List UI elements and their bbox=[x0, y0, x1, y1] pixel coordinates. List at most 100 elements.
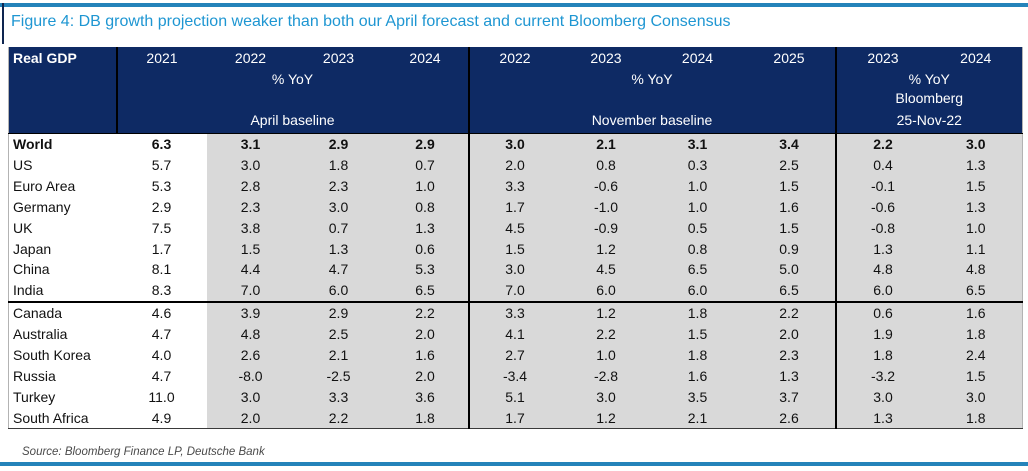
cell-november-2: 6.5 bbox=[651, 259, 744, 280]
cell-april-1: 2.3 bbox=[206, 196, 295, 218]
cell-november-3: 1.5 bbox=[743, 217, 836, 239]
cell-april-2: 4.7 bbox=[294, 259, 383, 280]
cell-april-3: 5.3 bbox=[382, 259, 469, 280]
cell-november-3: 3.7 bbox=[743, 386, 836, 408]
cell-november-1: 1.0 bbox=[560, 344, 652, 366]
cell-bloomberg-1: 1.3 bbox=[929, 196, 1023, 218]
table-header: Real GDP 2021 2022 2023 2024 2022 2023 2… bbox=[8, 47, 1023, 134]
cell-november-1: 4.5 bbox=[560, 259, 652, 280]
cell-november-0: 3.3 bbox=[467, 300, 561, 324]
cell-april-0: 11.0 bbox=[148, 389, 175, 406]
unit-november: % YoY bbox=[467, 69, 836, 88]
cell-bloomberg-1: 1.6 bbox=[929, 300, 1023, 324]
cell-april-3: 3.6 bbox=[382, 386, 469, 408]
cell-november-3: 6.5 bbox=[743, 279, 836, 302]
cell-november-2: 3.1 bbox=[651, 133, 744, 155]
cell-bloomberg-1: 2.4 bbox=[929, 344, 1023, 366]
header-sub-row: Bloomberg bbox=[9, 88, 1023, 107]
unit-bloomberg: % YoY bbox=[834, 69, 1023, 88]
cell-april-1: 4.4 bbox=[206, 259, 295, 280]
table-row: Turkey 11.0 3.0 3.3 3.6 5.1 3.0 3.5 3.7 3.0 3.0 bbox=[9, 386, 1023, 408]
country-label: India bbox=[13, 282, 44, 299]
country-label: US bbox=[13, 156, 33, 173]
cell-november-0: 3.0 bbox=[467, 259, 561, 280]
cell-april-0: 4.9 bbox=[116, 407, 207, 430]
country-label: South Africa bbox=[8, 407, 117, 430]
cell-april-0: 5.7 bbox=[151, 156, 172, 173]
year-april-2023: 2023 bbox=[322, 50, 355, 66]
cell-april-0: 5.3 bbox=[151, 177, 172, 194]
source-note: Source: Bloomberg Finance LP, Deutsche B… bbox=[22, 446, 265, 458]
cell-april-1: 2.6 bbox=[206, 344, 295, 366]
cell-november-1: -0.6 bbox=[560, 175, 652, 197]
country-label: Australia bbox=[13, 326, 68, 343]
cell-april-3: 1.6 bbox=[382, 344, 469, 366]
cell-april-3: 1.0 bbox=[382, 175, 469, 197]
cell-bloomberg-1: 1.5 bbox=[929, 175, 1023, 197]
gdp-table: Real GDP 2021 2022 2023 2024 2022 2023 2… bbox=[8, 47, 1023, 430]
cell-november-2: 1.5 bbox=[651, 323, 744, 345]
cell-april-1: -8.0 bbox=[206, 365, 295, 387]
sub-april bbox=[117, 88, 469, 107]
cell-april-2: 0.7 bbox=[294, 217, 383, 239]
cell-bloomberg-0: -0.1 bbox=[834, 175, 930, 197]
cell-november-1: -1.0 bbox=[560, 196, 652, 218]
table-row: UK 7.5 3.8 0.7 1.3 4.5 -0.9 0.5 1.5 -0.8 1.0 bbox=[9, 217, 1023, 239]
country-label: World bbox=[13, 135, 53, 152]
cell-november-2: 0.5 bbox=[651, 217, 744, 239]
cell-bloomberg-0: -0.6 bbox=[834, 196, 930, 218]
cell-bloomberg-0: 2.2 bbox=[834, 133, 930, 155]
cell-bloomberg-1: 1.0 bbox=[929, 217, 1023, 239]
cell-bloomberg-0: 1.3 bbox=[834, 238, 930, 260]
year-november-2023: 2023 bbox=[590, 50, 622, 66]
country-label: China bbox=[13, 261, 50, 278]
year-november-2024: 2024 bbox=[681, 50, 714, 66]
cell-april-1: 2.8 bbox=[206, 175, 295, 197]
cell-april-3: 2.2 bbox=[382, 300, 469, 324]
cell-april-3: 0.8 bbox=[382, 196, 469, 218]
sub-bloomberg: Bloomberg bbox=[834, 88, 1023, 107]
label-april-baseline: April baseline bbox=[116, 107, 469, 134]
country-label: Canada bbox=[8, 300, 117, 324]
cell-november-2: 3.5 bbox=[651, 386, 744, 408]
cell-april-1: 3.1 bbox=[206, 133, 295, 155]
table-row: Germany 2.9 2.3 3.0 0.8 1.7 -1.0 1.0 1.6 -0.6 1.3 bbox=[9, 196, 1023, 218]
cell-november-3: 1.6 bbox=[743, 196, 836, 218]
year-april-2022: 2022 bbox=[234, 50, 267, 66]
cell-bloomberg-1: 1.3 bbox=[929, 154, 1023, 176]
table-row: Euro Area 5.3 2.8 2.3 1.0 3.3 -0.6 1.0 1.5 -0.1 1.… bbox=[9, 175, 1023, 197]
cell-november-1: -0.9 bbox=[560, 217, 652, 239]
cell-bloomberg-1: 3.0 bbox=[929, 386, 1023, 408]
cell-april-2: 2.3 bbox=[294, 175, 383, 197]
cell-april-3: 1.3 bbox=[382, 217, 469, 239]
table-row: Japan 1.7 1.5 1.3 0.6 1.5 1.2 0.8 0.9 1.3 1.1 bbox=[9, 238, 1023, 260]
cell-april-0: 7.5 bbox=[151, 219, 172, 236]
cell-april-2: 2.9 bbox=[294, 300, 383, 324]
cell-april-2: -2.5 bbox=[294, 365, 383, 387]
cell-november-0: 2.7 bbox=[467, 344, 561, 366]
country-label: Turkey bbox=[13, 389, 56, 406]
cell-april-2: 2.5 bbox=[294, 323, 383, 345]
cell-november-1: 3.0 bbox=[560, 386, 652, 408]
year-bloomberg-2024: 2024 bbox=[960, 50, 992, 66]
year-april-2024: 2024 bbox=[409, 50, 441, 66]
cell-november-0: 2.0 bbox=[467, 154, 561, 176]
table-row: US 5.7 3.0 1.8 0.7 2.0 0.8 0.3 2.5 0.4 1.3 bbox=[9, 154, 1023, 176]
cell-bloomberg-0: 1.3 bbox=[834, 407, 930, 430]
cell-november-1: 2.2 bbox=[560, 323, 652, 345]
cell-april-3: 0.7 bbox=[382, 154, 469, 176]
cell-bloomberg-0: 1.9 bbox=[834, 323, 930, 345]
cell-november-3: 2.6 bbox=[743, 407, 836, 430]
cell-bloomberg-0: -3.2 bbox=[834, 365, 930, 387]
cell-bloomberg-0: 6.0 bbox=[834, 279, 930, 302]
country-label: Russia bbox=[13, 368, 56, 385]
cell-april-0: 2.9 bbox=[151, 198, 172, 215]
cell-november-0: 3.0 bbox=[467, 133, 561, 155]
header-years-row: Real GDP 2021 2022 2023 2024 2022 2023 2… bbox=[8, 47, 1023, 134]
year-november-2022: 2022 bbox=[467, 47, 561, 69]
cell-november-2: 0.3 bbox=[651, 154, 744, 176]
cell-november-1: -2.8 bbox=[560, 365, 652, 387]
cell-november-3: 2.0 bbox=[743, 323, 836, 345]
year-bloomberg-2023: 2023 bbox=[834, 47, 930, 69]
cell-april-3: 2.0 bbox=[382, 365, 469, 387]
